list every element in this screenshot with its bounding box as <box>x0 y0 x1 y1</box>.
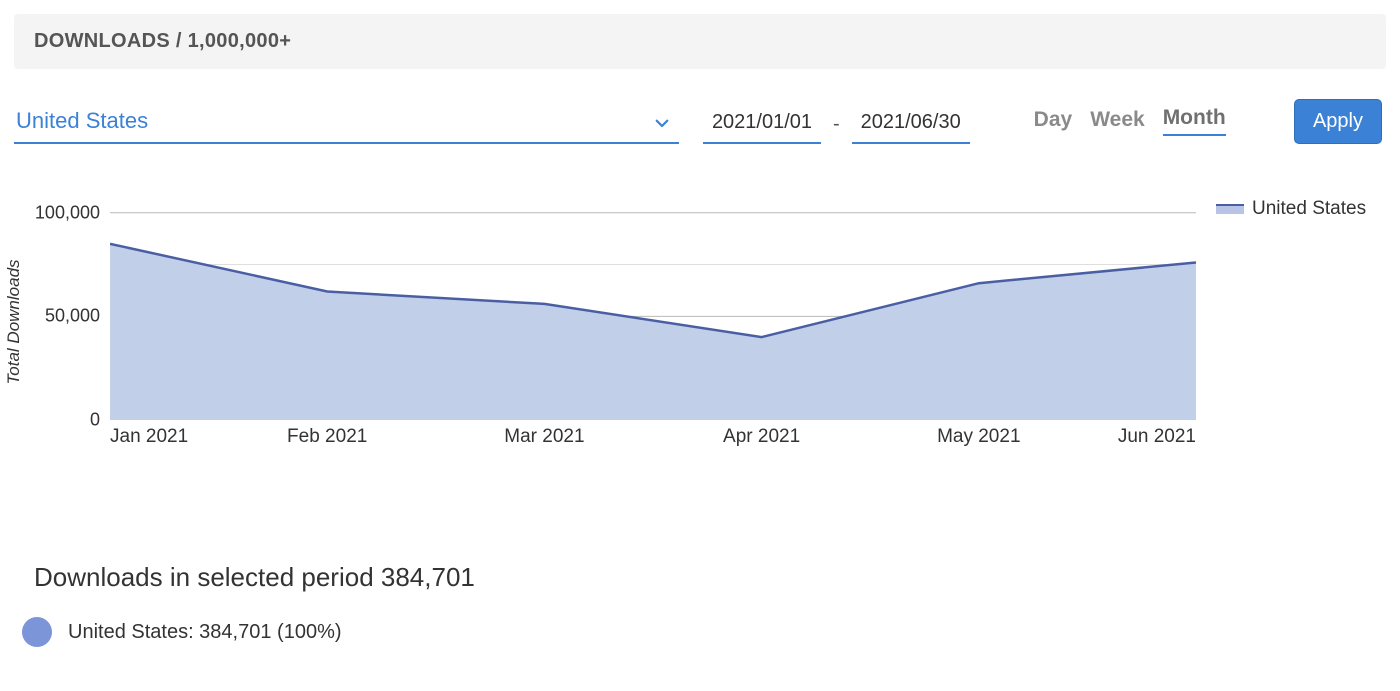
date-range-separator: - <box>833 113 840 144</box>
chart-legend: United States <box>1216 198 1386 220</box>
date-range: - <box>703 105 970 144</box>
country-select-value: United States <box>16 108 148 134</box>
chart-xtick: Apr 2021 <box>723 426 800 448</box>
filter-controls: United States - Day Week Month Apply <box>14 99 1386 144</box>
chart-svg <box>110 192 1196 420</box>
summary-label: Downloads in selected period <box>34 562 374 592</box>
breakdown-text: United States: 384,701 (100%) <box>68 621 342 644</box>
country-select[interactable]: United States <box>14 102 679 144</box>
chart-ytick: 50,000 <box>20 306 100 327</box>
chevron-down-icon <box>653 112 671 130</box>
date-from-input[interactable] <box>703 105 821 144</box>
granularity-toggle: Day Week Month <box>1034 106 1226 144</box>
chart-plot-area <box>110 192 1196 420</box>
apply-button[interactable]: Apply <box>1294 99 1382 144</box>
chart-xtick: Jun 2021 <box>1118 426 1196 448</box>
downloads-chart: Total Downloads United States 050,000100… <box>38 192 1386 452</box>
granularity-day[interactable]: Day <box>1034 108 1073 136</box>
date-to-input[interactable] <box>852 105 970 144</box>
granularity-month[interactable]: Month <box>1163 106 1226 136</box>
header-title: DOWNLOADS / 1,000,000+ <box>34 30 291 52</box>
breakdown-color-dot <box>22 617 52 647</box>
summary-value: 384,701 <box>381 562 475 592</box>
chart-ytick: 100,000 <box>20 202 100 223</box>
summary-line: Downloads in selected period 384,701 <box>34 562 1386 593</box>
chart-xtick: Jan 2021 <box>110 426 188 448</box>
breakdown-row: United States: 384,701 (100%) <box>22 617 1386 647</box>
header-bar: DOWNLOADS / 1,000,000+ <box>14 14 1386 69</box>
chart-xtick: Mar 2021 <box>504 426 584 448</box>
legend-series-label: United States <box>1252 198 1366 220</box>
chart-xtick: Feb 2021 <box>287 426 367 448</box>
chart-ytick: 0 <box>20 410 100 431</box>
legend-swatch <box>1216 204 1244 214</box>
granularity-week[interactable]: Week <box>1090 108 1144 136</box>
chart-xtick: May 2021 <box>937 426 1020 448</box>
